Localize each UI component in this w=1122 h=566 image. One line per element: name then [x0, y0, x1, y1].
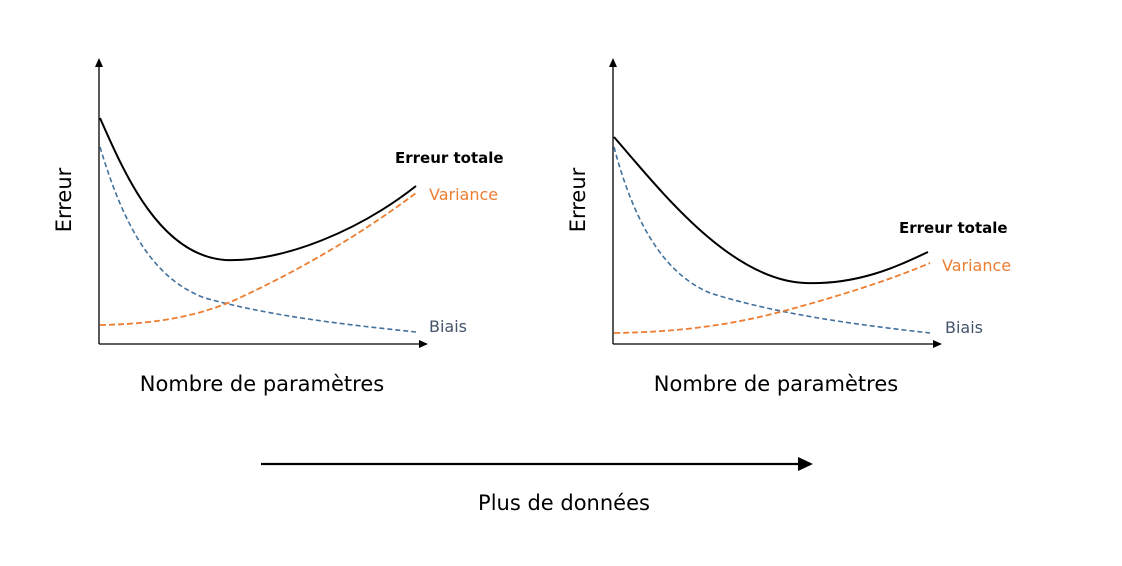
- more-data-label: Plus de données: [478, 491, 650, 515]
- bias-curve: [99, 146, 417, 333]
- panel-right: Erreur Nombre de paramètres Erreur total…: [566, 58, 1011, 396]
- total-error-curve: [99, 117, 417, 262]
- bias-label: Biais: [429, 317, 467, 336]
- y-axis-label: Erreur: [566, 167, 590, 232]
- variance-curve: [613, 262, 931, 334]
- x-axis-label: Nombre de paramètres: [140, 372, 384, 396]
- total-error-label: Erreur totale: [395, 149, 504, 167]
- panel-left: Erreur Nombre de paramètres Erreur total…: [52, 58, 504, 396]
- bias-curve: [613, 146, 931, 334]
- total-error-label: Erreur totale: [899, 219, 1008, 237]
- y-axis-label: Erreur: [52, 167, 76, 232]
- variance-label: Variance: [429, 185, 498, 204]
- variance-curve: [99, 192, 417, 326]
- variance-label: Variance: [942, 256, 1011, 275]
- total-error-curve: [613, 136, 929, 285]
- bias-label: Biais: [945, 318, 983, 337]
- x-axis-label: Nombre de paramètres: [654, 372, 898, 396]
- more-data-arrow-group: Plus de données: [261, 457, 813, 515]
